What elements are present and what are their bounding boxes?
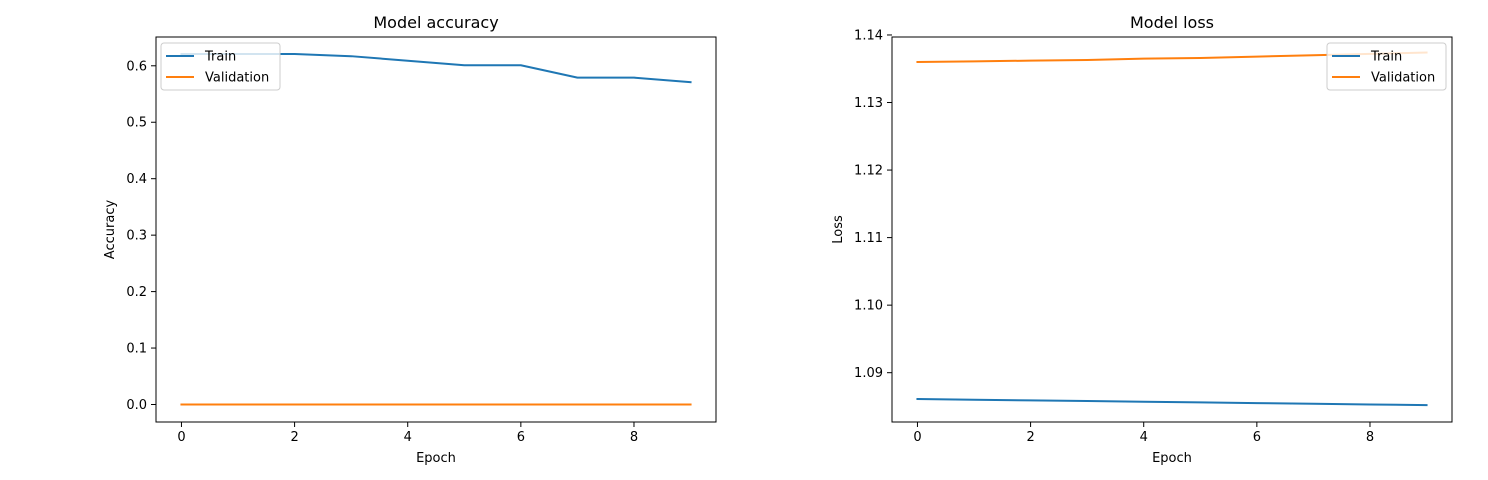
chart-1-ytick-label: 1.09: [854, 366, 883, 381]
chart-1-xtick-label: 2: [1026, 430, 1034, 445]
charts-container: Model accuracy 0 2 4 6 8 0.0 0.1 0.2 0.3 0.4 0.5 0.6…: [103, 13, 1453, 466]
chart-0-xtick-label: 2: [290, 430, 298, 445]
chart-1-legend-box: [1326, 42, 1447, 91]
chart-1-ytick-label: 1.14: [854, 28, 883, 43]
chart-1-title: Model loss: [1130, 13, 1214, 32]
chart-0-legend-label-validation: Validation: [205, 71, 269, 86]
chart-0-xtick-label: 6: [517, 430, 525, 445]
chart-1-legend-label-validation: Validation: [1371, 71, 1435, 86]
chart-1-xtick-label: 6: [1253, 430, 1261, 445]
chart-0-title: Model accuracy: [373, 13, 498, 32]
chart-0-xlabel: Epoch: [416, 451, 456, 466]
chart-1-ytick-label: 1.12: [854, 164, 883, 179]
chart-0-ytick-label: 0.3: [126, 229, 147, 244]
chart-1-axes-frame: [891, 36, 1453, 423]
chart-0-ytick-label: 0.5: [126, 116, 147, 131]
chart-1-ytick-label: 1.10: [854, 299, 883, 314]
chart-1-xtick-label: 0: [913, 430, 921, 445]
chart-1-ytick-label: 1.13: [854, 96, 883, 111]
chart-0-legend-label-train: Train: [204, 50, 236, 65]
chart-0-xtick-label: 8: [630, 430, 638, 445]
chart-1-ytick-label: 1.11: [854, 231, 883, 246]
chart-1-panel: Model loss 0 2 4 6 8 1.09 1.10 1.11 1.12 1.13 1.14 E…: [831, 13, 1453, 466]
chart-1-xtick-label: 8: [1366, 430, 1374, 445]
chart-1-xtick-label: 4: [1140, 430, 1148, 445]
chart-1-xlabel: Epoch: [1152, 451, 1192, 466]
chart-0-ytick-label: 0.1: [126, 342, 147, 357]
chart-0-ytick-label: 0.0: [126, 398, 147, 413]
chart-0-axes-frame: [155, 36, 717, 423]
chart-0-ylabel: Accuracy: [103, 200, 118, 260]
chart-1-ylabel: Loss: [831, 215, 846, 244]
chart-0-ytick-label: 0.4: [126, 172, 147, 187]
chart-0-legend: Train Validation: [160, 42, 281, 91]
chart-0-xtick-label: 4: [404, 430, 412, 445]
chart-1-series-train-line: [916, 398, 1428, 407]
chart-1-legend: Train Validation: [1326, 42, 1447, 91]
chart-0-panel: Model accuracy 0 2 4 6 8 0.0 0.1 0.2 0.3 0.4 0.5 0.6…: [103, 13, 717, 466]
chart-0-ytick-label: 0.2: [126, 285, 147, 300]
chart-0-xtick-label: 0: [177, 430, 185, 445]
chart-1-legend-label-train: Train: [1370, 50, 1402, 65]
chart-0-legend-box: [160, 42, 281, 91]
chart-0-ytick-label: 0.6: [126, 59, 147, 74]
